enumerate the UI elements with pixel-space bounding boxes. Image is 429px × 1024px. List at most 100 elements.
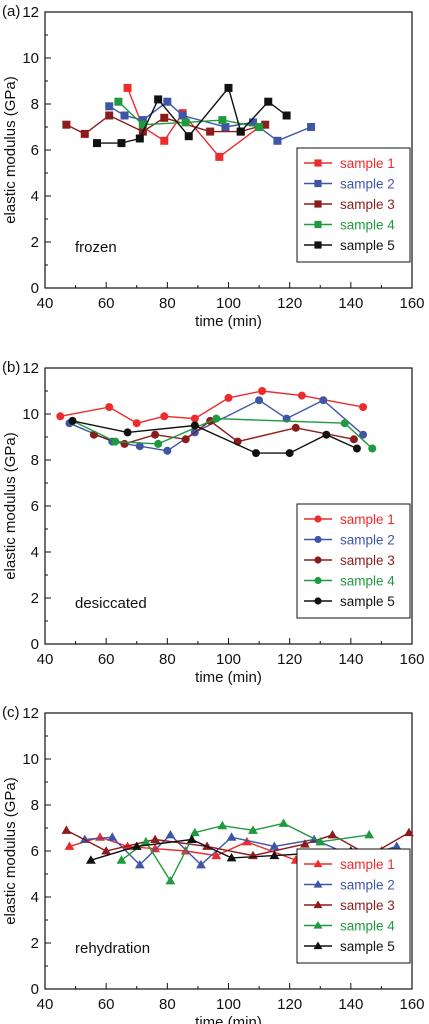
data-point (236, 127, 245, 136)
data-point (132, 419, 141, 428)
chart-panel-1: (a) 40 60 80 100 120 140 160 0 2 4 6 8 10 12 time (min)… (2, 3, 425, 330)
legend-label: sample 5 (340, 594, 395, 609)
legend-marker (313, 900, 323, 909)
data-point (163, 97, 172, 106)
data-point (190, 414, 199, 423)
legend-marker (314, 179, 322, 188)
y-tick-label: 2 (31, 935, 39, 952)
legend-marker (313, 941, 323, 950)
y-tick-label: 12 (22, 360, 39, 377)
data-point (224, 393, 233, 402)
data-point (217, 820, 228, 830)
y-tick-label: 8 (31, 452, 39, 469)
data-point (319, 396, 328, 405)
x-tick-label: 160 (399, 996, 424, 1013)
y-tick-label: 10 (22, 751, 39, 768)
data-point (255, 123, 264, 131)
data-point (62, 120, 71, 129)
data-point (101, 846, 112, 855)
legend-marker (314, 200, 322, 208)
x-tick-label: 140 (338, 295, 363, 312)
y-tick-label: 10 (22, 406, 39, 423)
x-tick-label: 60 (98, 295, 115, 312)
data-point (150, 834, 160, 844)
data-point (135, 442, 144, 451)
data-point (165, 876, 176, 885)
panel-annotation: desiccated (75, 595, 147, 612)
data-point (120, 111, 129, 120)
data-point (300, 839, 310, 848)
data-point (189, 827, 200, 837)
y-tick-label: 2 (31, 590, 39, 607)
legend-label: sample 3 (340, 553, 395, 568)
panel-annotation: rehydration (75, 940, 150, 957)
x-tick-label: 160 (399, 295, 424, 312)
data-point (154, 95, 163, 104)
data-point (404, 827, 414, 837)
data-point (151, 430, 160, 439)
series-5 (92, 83, 291, 148)
data-point (123, 83, 132, 92)
data-point (105, 403, 114, 412)
legend-marker (314, 576, 322, 585)
data-point (196, 859, 206, 869)
data-point (322, 430, 331, 439)
data-point (105, 102, 114, 111)
x-axis-label: time (min) (195, 669, 262, 686)
data-point (211, 850, 222, 860)
data-point (107, 832, 118, 841)
panel-label: (a) (2, 3, 20, 20)
y-tick-label: 4 (31, 889, 39, 906)
legend-marker (314, 597, 322, 605)
y-tick-label: 0 (31, 280, 39, 297)
x-tick-label: 100 (216, 996, 241, 1013)
data-point (181, 435, 190, 444)
y-tick-label: 2 (31, 234, 39, 251)
data-point (340, 419, 349, 428)
data-point (123, 428, 132, 437)
data-point (278, 818, 289, 827)
legend-label: sample 2 (340, 177, 395, 192)
legend-label: sample 5 (340, 939, 395, 954)
data-point (224, 83, 233, 92)
x-tick-label: 80 (159, 651, 176, 668)
data-point (105, 111, 114, 120)
legend-marker (313, 880, 323, 888)
series-5 (68, 416, 361, 458)
x-tick-label: 40 (37, 651, 54, 668)
data-point (255, 396, 264, 405)
legend-label: sample 5 (340, 238, 395, 253)
data-point (273, 136, 282, 145)
series-4 (68, 414, 377, 453)
y-tick-label: 10 (22, 50, 39, 67)
data-point (307, 123, 316, 131)
y-tick-label: 6 (31, 142, 39, 159)
legend: sample 1 sample 2 sample 3 sample 4 sample 5 (296, 848, 411, 964)
data-point (269, 850, 280, 860)
data-point (154, 439, 163, 448)
legend-label: sample 1 (340, 512, 395, 527)
y-tick-label: 0 (31, 636, 39, 653)
y-tick-label: 4 (31, 544, 39, 561)
data-point (215, 152, 224, 161)
panel-annotation: frozen (75, 239, 117, 256)
data-point (218, 116, 227, 125)
data-point (391, 841, 402, 850)
data-point (117, 139, 126, 148)
y-tick-label: 8 (31, 797, 39, 814)
series-line (72, 420, 358, 454)
y-axis-label: elastic modulus (GPa) (2, 777, 19, 925)
legend: sample 1 sample 2 sample 3 sample 4 sample 5 (296, 147, 411, 263)
data-point (163, 446, 172, 455)
chart-panel-3: (c) 40 60 80 100 120 140 160 0 2 4 6 8 10 12 time (min)… (2, 704, 425, 1024)
data-point (92, 139, 101, 148)
data-point (64, 841, 75, 850)
x-tick-label: 140 (338, 996, 363, 1013)
data-point (264, 97, 273, 106)
legend-marker (313, 921, 323, 929)
data-point (160, 136, 169, 145)
data-point (226, 832, 237, 841)
x-tick-label: 120 (277, 651, 302, 668)
data-point (269, 841, 280, 850)
